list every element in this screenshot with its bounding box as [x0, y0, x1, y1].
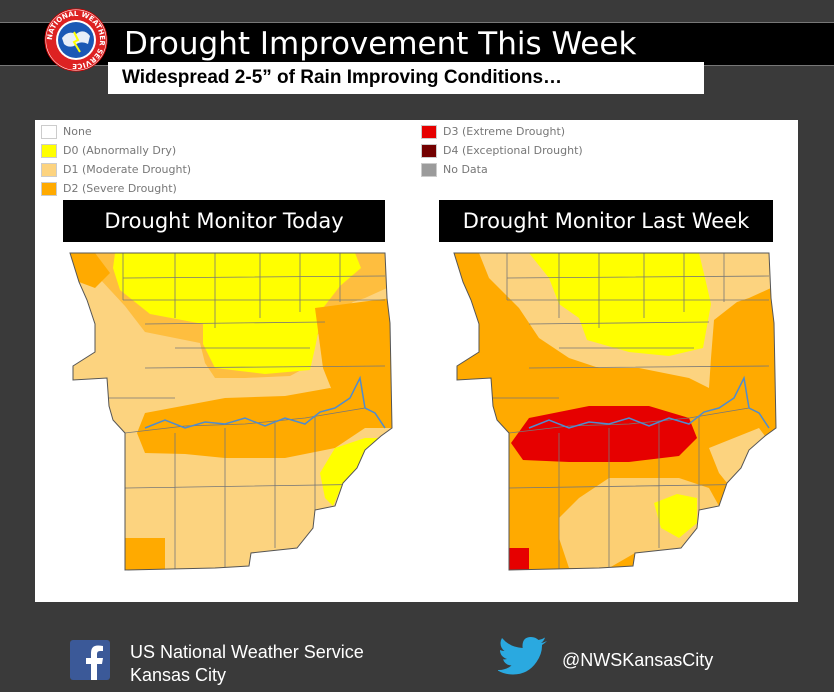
twitter-icon[interactable]: [498, 636, 548, 678]
legend-swatch: [421, 144, 437, 158]
facebook-icon[interactable]: [70, 640, 110, 680]
legend-swatch: [421, 125, 437, 139]
legend-item: D1 (Moderate Drought): [41, 163, 191, 179]
legend-item: No Data: [421, 163, 488, 179]
twitter-handle[interactable]: @NWSKansasCity: [562, 650, 714, 670]
drought-map-last-week: [453, 252, 777, 571]
map-label-last-week: Drought Monitor Last Week: [439, 200, 773, 242]
legend-swatch: [41, 144, 57, 158]
legend-item: D2 (Severe Drought): [41, 182, 177, 198]
title-bar: [0, 22, 834, 66]
legend-swatch: [41, 182, 57, 196]
legend-label: No Data: [443, 163, 488, 176]
nws-logo: NATIONAL WEATHER SERVICE: [44, 8, 108, 72]
map-label-today: Drought Monitor Today: [63, 200, 385, 242]
legend-label: D2 (Severe Drought): [63, 182, 177, 195]
map-panel: None D0 (Abnormally Dry) D1 (Moderate Drou…: [35, 120, 798, 602]
legend-swatch: [41, 125, 57, 139]
page-subtitle: Widespread 2-5” of Rain Improving Condit…: [108, 62, 704, 94]
legend-item: D4 (Exceptional Drought): [421, 144, 583, 160]
org-name-line2: Kansas City: [130, 665, 227, 685]
legend-swatch: [421, 163, 437, 177]
page-title: Drought Improvement This Week: [124, 26, 637, 62]
legend-label: D3 (Extreme Drought): [443, 125, 566, 138]
legend-label: D4 (Exceptional Drought): [443, 144, 583, 157]
legend-swatch: [41, 163, 57, 177]
legend-item: None: [41, 125, 92, 141]
legend-item: D3 (Extreme Drought): [421, 125, 565, 141]
legend-label: D1 (Moderate Drought): [63, 163, 192, 176]
legend-item: D0 (Abnormally Dry): [41, 144, 176, 160]
legend-label: D0 (Abnormally Dry): [63, 144, 177, 157]
org-name-line1: US National Weather Service: [130, 642, 364, 662]
legend-label: None: [63, 125, 92, 138]
drought-map-today: [69, 252, 393, 571]
